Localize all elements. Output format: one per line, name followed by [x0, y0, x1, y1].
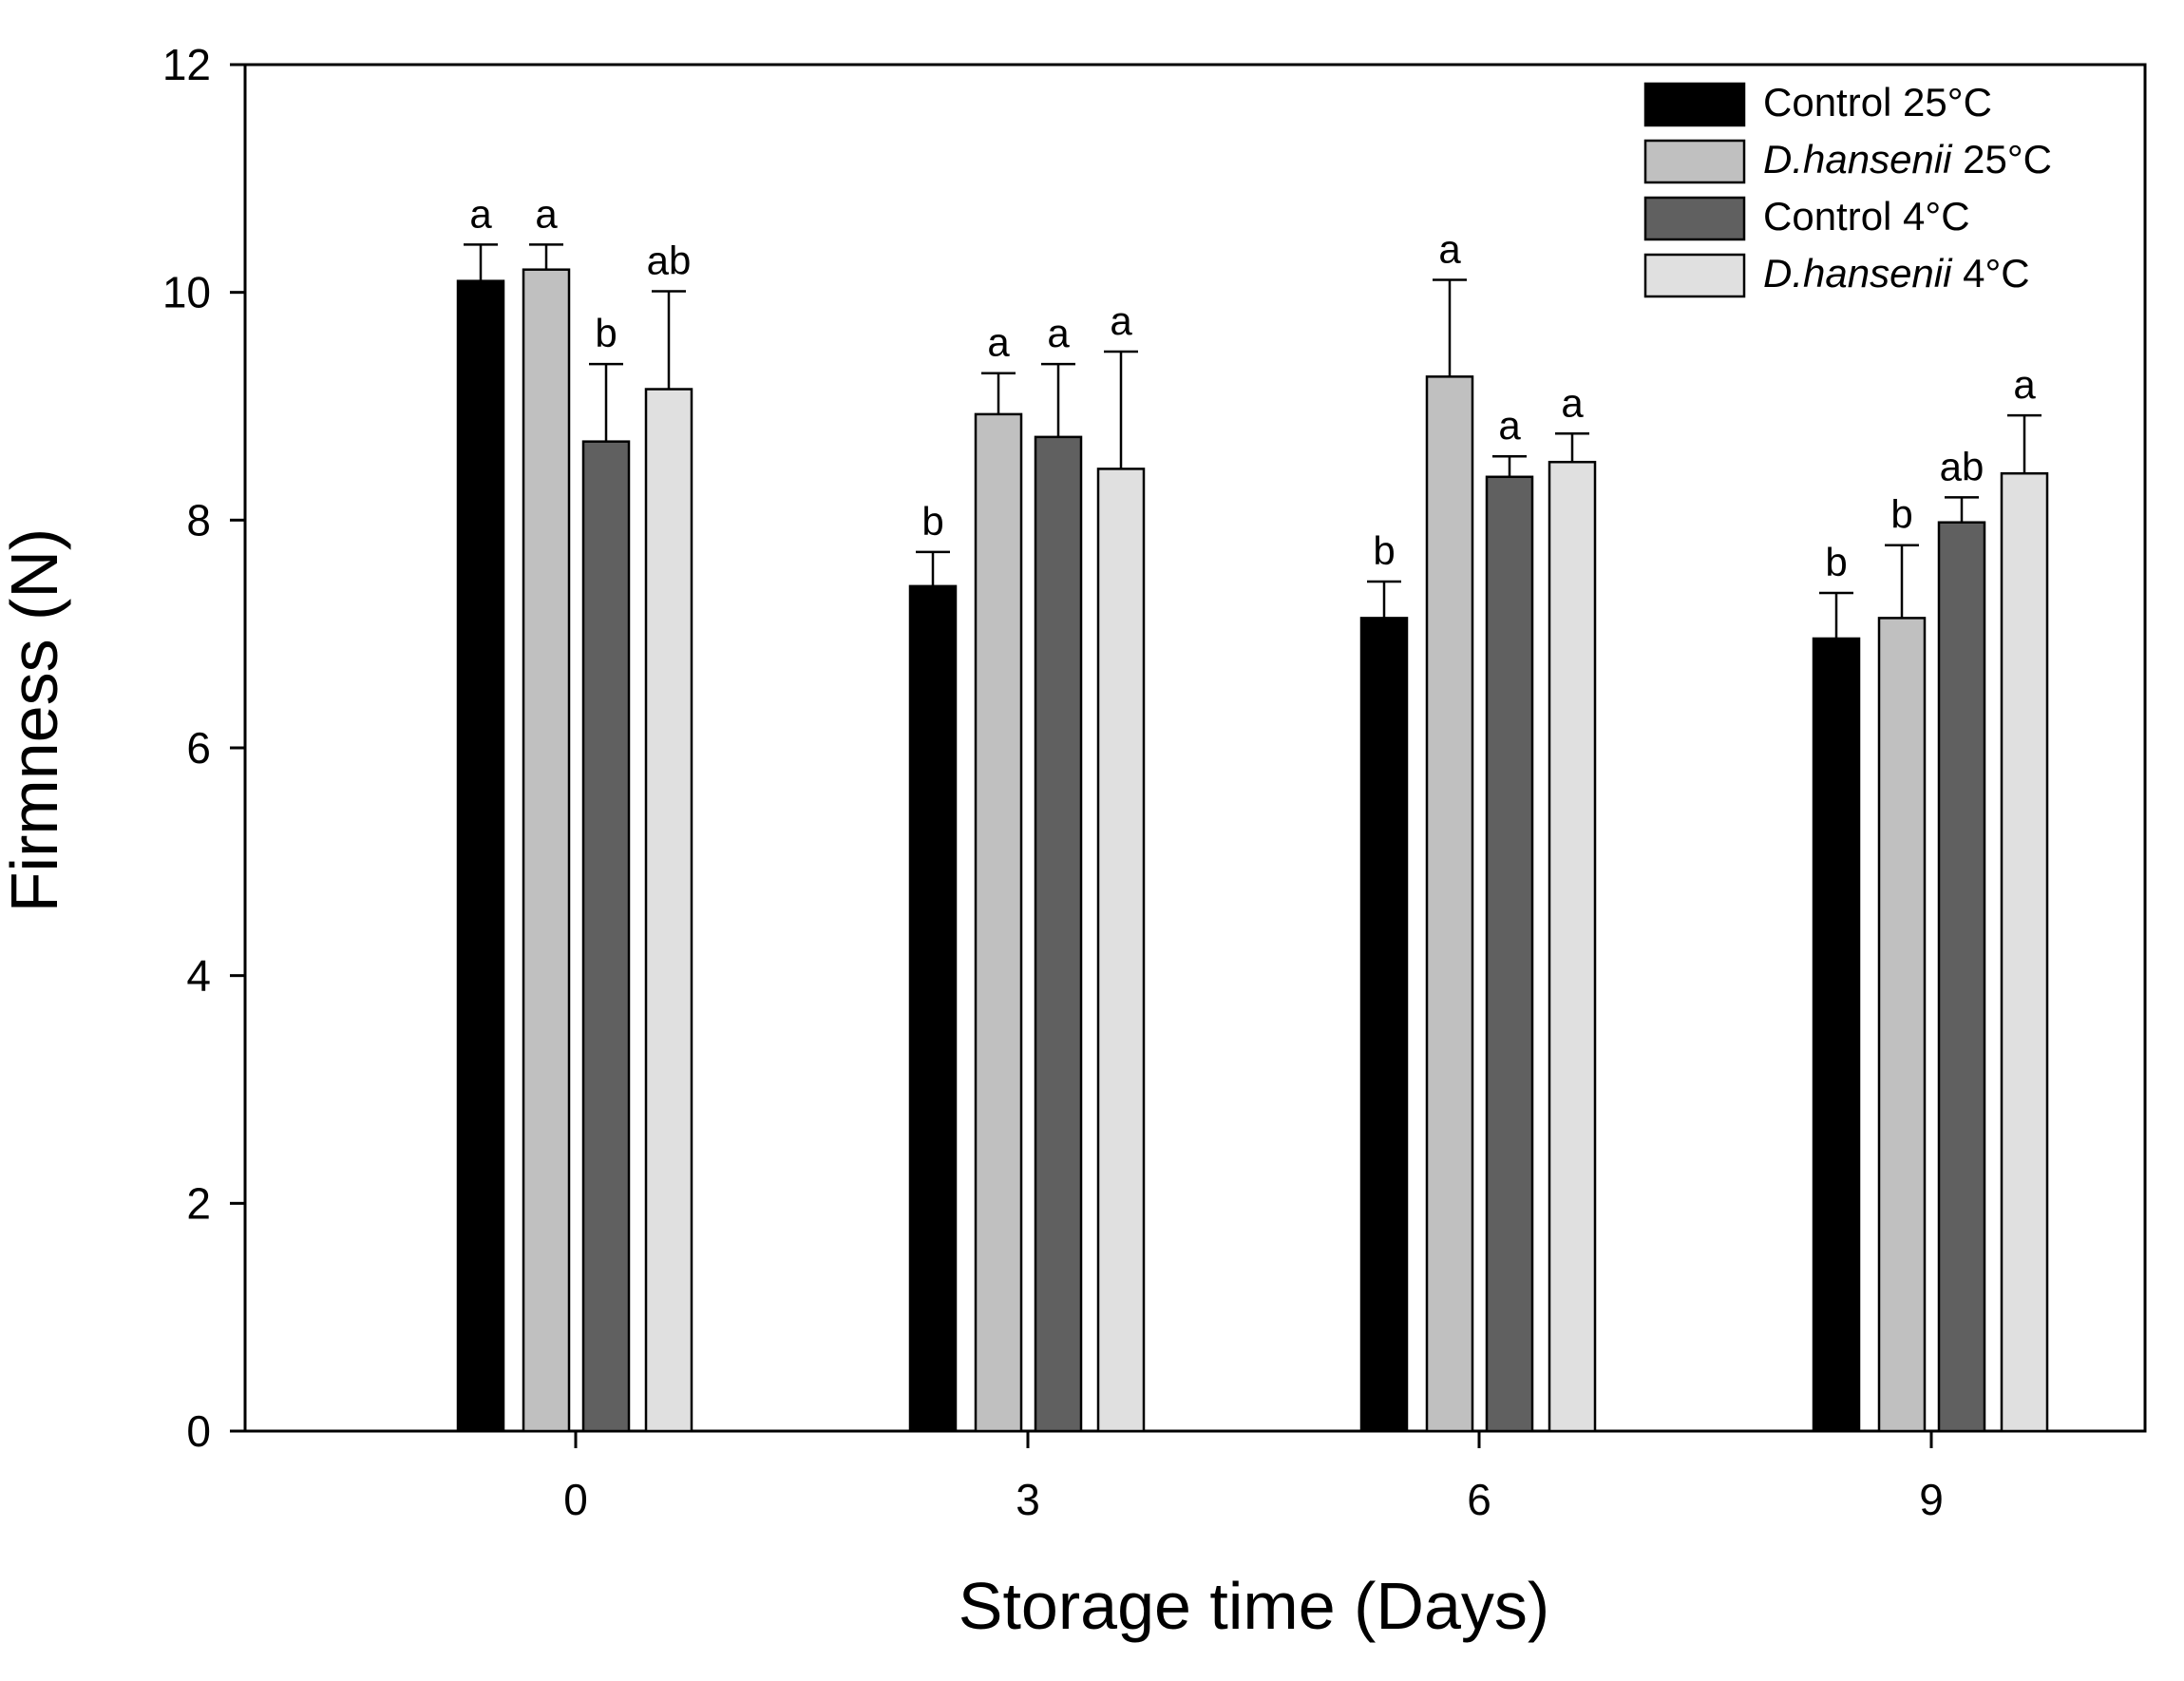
legend-swatch	[1643, 139, 1746, 184]
legend-label: D.hansenii 25°C	[1763, 137, 2052, 181]
significance-letter: ab	[647, 238, 692, 282]
significance-letter: b	[1890, 492, 1912, 537]
legend-label-part: 25°C	[1951, 137, 2052, 181]
y-tick-label: 8	[186, 495, 211, 544]
x-axis: 0 3 6 9	[563, 1431, 1944, 1524]
legend-label: Control 4°C	[1763, 194, 1970, 239]
bar	[581, 440, 631, 1433]
significance-letter: a	[987, 320, 1010, 365]
legend: Control 25°C D.hansenii 25°C Control 4°C D.…	[1643, 80, 2052, 298]
significance-letter: a	[1498, 403, 1521, 448]
significance-letter: a	[535, 191, 558, 236]
bar	[1034, 435, 1083, 1433]
significance-letter: a	[1438, 226, 1461, 271]
significance-letter: b	[1825, 540, 1847, 584]
legend-label: Control 25°C	[1763, 80, 1992, 124]
y-tick-label: 6	[186, 723, 211, 773]
significance-letter: b	[595, 311, 617, 355]
significance-letter: a	[469, 191, 492, 236]
bar	[1359, 617, 1409, 1433]
y-tick-label: 0	[186, 1406, 211, 1456]
legend-label-part: D.hansenii	[1763, 251, 1953, 296]
bar	[1485, 475, 1534, 1433]
legend-label: D.hansenii 4°C	[1763, 251, 2030, 296]
y-axis-title: Firmness (N)	[0, 528, 71, 912]
significance-letter: b	[921, 499, 943, 544]
x-axis-title: Storage time (Days)	[959, 1569, 1549, 1643]
y-tick-label: 10	[162, 268, 211, 317]
bar	[1548, 460, 1597, 1433]
bar	[456, 279, 505, 1433]
y-tick-label: 12	[162, 40, 211, 89]
y-tick-label: 4	[186, 951, 211, 1001]
y-tick-label: 2	[186, 1178, 211, 1228]
x-tick-label: 6	[1467, 1475, 1491, 1524]
y-axis: 0 2 4 6 8 10 12	[162, 40, 245, 1456]
bar	[1812, 637, 1861, 1433]
bar	[644, 388, 693, 1433]
bar	[1877, 617, 1927, 1433]
bar	[2000, 471, 2049, 1433]
legend-swatch	[1643, 82, 1746, 127]
significance-letter: ab	[1940, 444, 1985, 488]
legend-label-part: Control 25°C	[1763, 80, 1992, 124]
bar	[974, 412, 1023, 1433]
bar	[1937, 521, 1986, 1433]
bar	[1425, 375, 1474, 1433]
legend-label-part: D.hansenii	[1763, 137, 1953, 181]
significance-letter: a	[1110, 298, 1132, 343]
x-tick-label: 9	[1919, 1475, 1944, 1524]
legend-label-part: 4°C	[1951, 251, 2029, 296]
x-tick-label: 0	[563, 1475, 588, 1524]
legend-swatch	[1643, 196, 1746, 241]
significance-letter: a	[1561, 380, 1584, 425]
significance-letter: a	[1047, 311, 1070, 355]
bar	[1096, 468, 1146, 1433]
significance-letter: a	[2013, 362, 2036, 407]
bar	[522, 268, 571, 1433]
bar	[908, 584, 958, 1433]
x-tick-label: 3	[1016, 1475, 1040, 1524]
significance-letter: b	[1373, 528, 1395, 573]
legend-label-part: Control 4°C	[1763, 194, 1970, 239]
legend-swatch	[1643, 253, 1746, 298]
